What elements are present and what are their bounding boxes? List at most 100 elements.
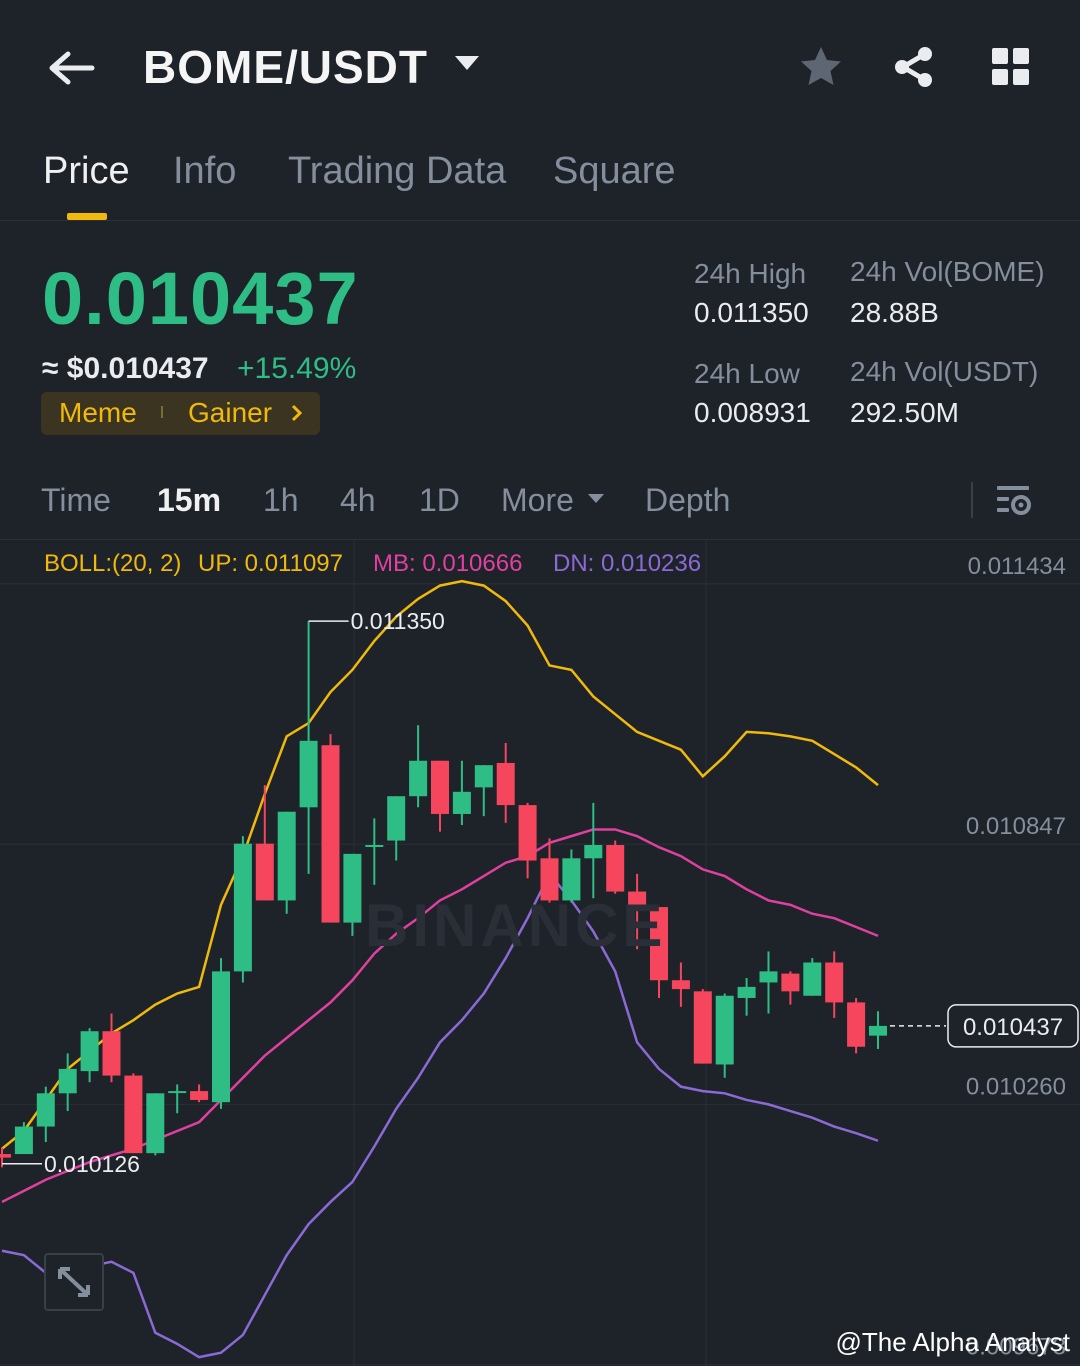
candle-body [80, 1031, 99, 1072]
vol-quote-label: 24h Vol(USDT) [850, 356, 1039, 387]
candle-body [737, 986, 756, 998]
candle-body [671, 980, 690, 990]
y-tick-label: 0.009673 [966, 1334, 1066, 1361]
tab-bar: Price Info Trading Data Square [0, 135, 1080, 221]
header: BOME/USDT [0, 0, 1080, 135]
candle-body [255, 843, 274, 901]
tag-meme: Meme [59, 397, 137, 428]
candle-body [277, 811, 296, 901]
y-tick-label: 0.010260 [966, 1073, 1066, 1100]
pair-title[interactable]: BOME/USDT [143, 41, 428, 93]
tab-square[interactable]: Square [553, 150, 676, 192]
current-price-box [947, 1004, 1079, 1048]
candlestick-chart[interactable]: 0.011434 0.010847 0.010260 0.009673 0.011350… [0, 541, 1080, 1366]
star-icon[interactable] [798, 44, 844, 90]
boll-up-line [1, 579, 879, 1150]
vol-base-value: 28.88B [850, 297, 939, 328]
low-marker-label: 0.010126 [44, 1151, 140, 1177]
candle-body [562, 858, 581, 901]
candle-body [299, 740, 318, 808]
candle-body [847, 1002, 866, 1047]
candle-body [474, 765, 493, 788]
candle-body [869, 1025, 887, 1036]
tab-price[interactable]: Price [43, 150, 130, 192]
candle-body [409, 760, 428, 797]
share-icon[interactable] [891, 44, 937, 90]
candle-body [212, 971, 230, 1103]
y-tick-label: 0.010847 [966, 813, 1066, 840]
y-tick-label: 0.011434 [968, 553, 1066, 580]
candle-body [343, 853, 362, 923]
candle-body [650, 907, 668, 981]
boll-dn: DN: 0.010236 [553, 550, 702, 577]
divider [971, 482, 973, 518]
price-change: +15.49% [237, 352, 357, 385]
candle-body [693, 991, 712, 1064]
chevron-down-icon[interactable] [455, 56, 479, 70]
expand-icon [58, 1267, 90, 1297]
tag-divider [161, 406, 163, 418]
candle-body [715, 995, 734, 1065]
tab-info[interactable]: Info [173, 150, 237, 192]
candle-body [496, 762, 515, 806]
credit-text: @The Alpha Analyst [835, 1327, 1070, 1357]
candle-body [628, 891, 647, 908]
candle-body [168, 1091, 187, 1094]
candle-body [365, 844, 384, 847]
back-arrow-icon[interactable] [46, 48, 96, 88]
candle-body [233, 843, 252, 972]
interval-1d[interactable]: 1D [419, 482, 460, 518]
high-marker-label: 0.011350 [351, 608, 445, 634]
grid-icon[interactable] [988, 44, 1034, 90]
candle-body [781, 973, 800, 992]
candle-body [606, 844, 625, 892]
candle-body [803, 962, 822, 996]
interval-bar: Time 15m 1h 4h 1D More Depth [0, 470, 1080, 540]
last-price: 0.010437 [42, 257, 359, 340]
boll-name: BOLL:(20, 2) [44, 550, 182, 577]
fullscreen-button[interactable] [44, 1253, 104, 1311]
candle-body [321, 745, 340, 923]
candle-body [431, 760, 449, 814]
candle-body [759, 971, 778, 983]
active-tab-indicator [67, 213, 107, 220]
high-label: 24h High [694, 258, 807, 289]
interval-4h[interactable]: 4h [340, 482, 376, 518]
more-caret-icon [588, 494, 604, 503]
low-label: 24h Low [694, 358, 800, 389]
fiat-price: ≈ $0.010437 [42, 352, 209, 385]
high-value: 0.011350 [694, 297, 809, 328]
candle-body [190, 1091, 209, 1100]
boll-up: UP: 0.011097 [198, 550, 343, 577]
candle-body [0, 1154, 11, 1158]
watermark-logo: BINANCE [365, 892, 667, 959]
vol-quote-value: 292.50M [850, 397, 959, 428]
interval-time[interactable]: Time [41, 482, 111, 518]
candle-body [825, 962, 844, 1003]
interval-15m[interactable]: 15m [157, 482, 222, 518]
chevron-right-icon [291, 404, 303, 422]
candle-body [387, 796, 406, 841]
current-price-label: 0.010437 [963, 1014, 1063, 1041]
candle-body [146, 1093, 165, 1154]
candle-body [102, 1031, 121, 1076]
low-value: 0.008931 [694, 397, 811, 428]
candle-body [584, 844, 603, 859]
tag-chip[interactable]: Meme Gainer [41, 392, 320, 435]
vol-base-label: 24h Vol(BOME) [850, 256, 1045, 287]
candle-body [518, 805, 537, 861]
candle-body [452, 791, 471, 814]
candle-body [124, 1075, 143, 1154]
depth-tab[interactable]: Depth [645, 482, 731, 518]
tab-trading-data[interactable]: Trading Data [288, 150, 507, 192]
boll-mb: MB: 0.010666 [373, 550, 523, 577]
candle-body [14, 1126, 33, 1155]
chart-settings-icon[interactable] [995, 480, 1033, 520]
candle-body [36, 1093, 55, 1127]
interval-more[interactable]: More [501, 482, 574, 518]
tag-gainer: Gainer [188, 397, 273, 428]
chart-canvas[interactable]: 0.011434 0.010847 0.010260 0.009673 0.011350… [0, 541, 1080, 1366]
candle-body [540, 858, 559, 901]
interval-1h[interactable]: 1h [263, 482, 299, 518]
candle-body [58, 1068, 77, 1094]
